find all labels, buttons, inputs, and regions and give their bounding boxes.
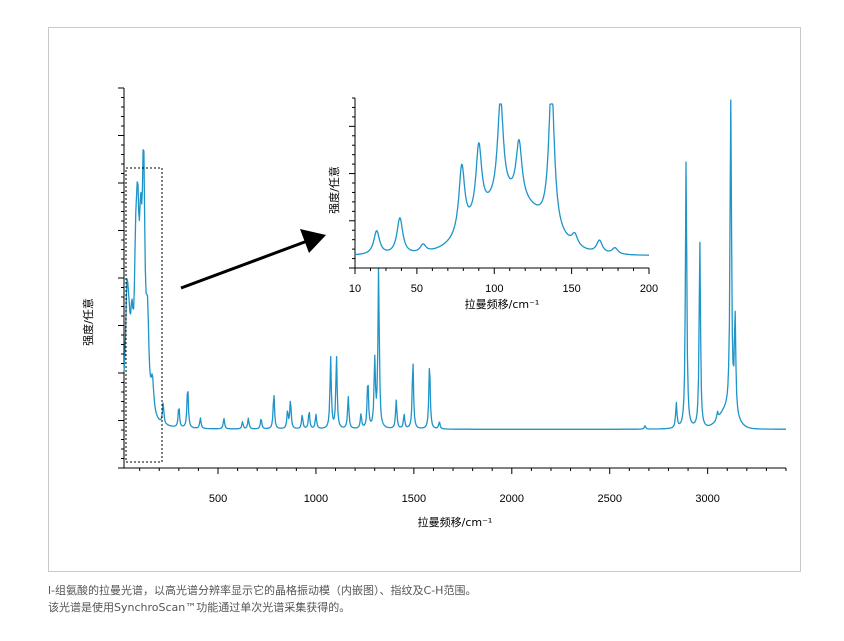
x-tick-label: 1000 <box>304 493 328 505</box>
spectrum-line <box>123 99 786 430</box>
x-tick-label: 150 <box>562 283 580 295</box>
zoom-region-box <box>125 167 163 463</box>
x-tick-label: 2500 <box>597 493 621 505</box>
zoom-arrow <box>180 229 326 290</box>
x-tick-label: 3000 <box>695 493 719 505</box>
x-tick-label: 500 <box>209 493 227 505</box>
figure-caption: l-组氨酸的拉曼光谱，以高光谱分辨率显示它的晶格振动模（内嵌图）、指纹及C-H范… <box>48 582 648 616</box>
raman-chart: 500 1000 1500 2000 2500 3000 拉曼频移/cm⁻¹ 强度/任意 10… <box>81 87 787 529</box>
y-axis-title: 强度/任意 <box>327 166 341 214</box>
x-tick-label: 1500 <box>402 493 426 505</box>
x-axis-title: 拉曼频移/cm⁻¹ <box>418 515 493 529</box>
x-axis-title: 拉曼频移/cm⁻¹ <box>465 297 540 311</box>
x-tick-label: 2000 <box>500 493 524 505</box>
caption-line-2: 该光谱是使用SynchroScan™功能通过单次光谱采集获得的。 <box>48 601 351 614</box>
x-tick-label: 100 <box>485 283 503 295</box>
x-tick-label: 50 <box>411 283 423 295</box>
figure-frame <box>48 27 801 572</box>
x-tick-label: 10 <box>349 283 361 295</box>
spectrum-line <box>354 103 650 256</box>
x-tick-label: 200 <box>640 283 658 295</box>
main-spectrum-plot: 500 1000 1500 2000 2500 3000 拉曼频移/cm⁻¹ 强度/任意 <box>81 87 787 529</box>
caption-line-1: l-组氨酸的拉曼光谱，以高光谱分辨率显示它的晶格振动模（内嵌图）、指纹及C-H范… <box>48 584 477 597</box>
y-axis-title: 强度/任意 <box>81 298 95 346</box>
inset-spectrum-plot: 10 50 100 150 200 拉曼频移/cm⁻¹ 强度/任意 <box>327 97 658 311</box>
